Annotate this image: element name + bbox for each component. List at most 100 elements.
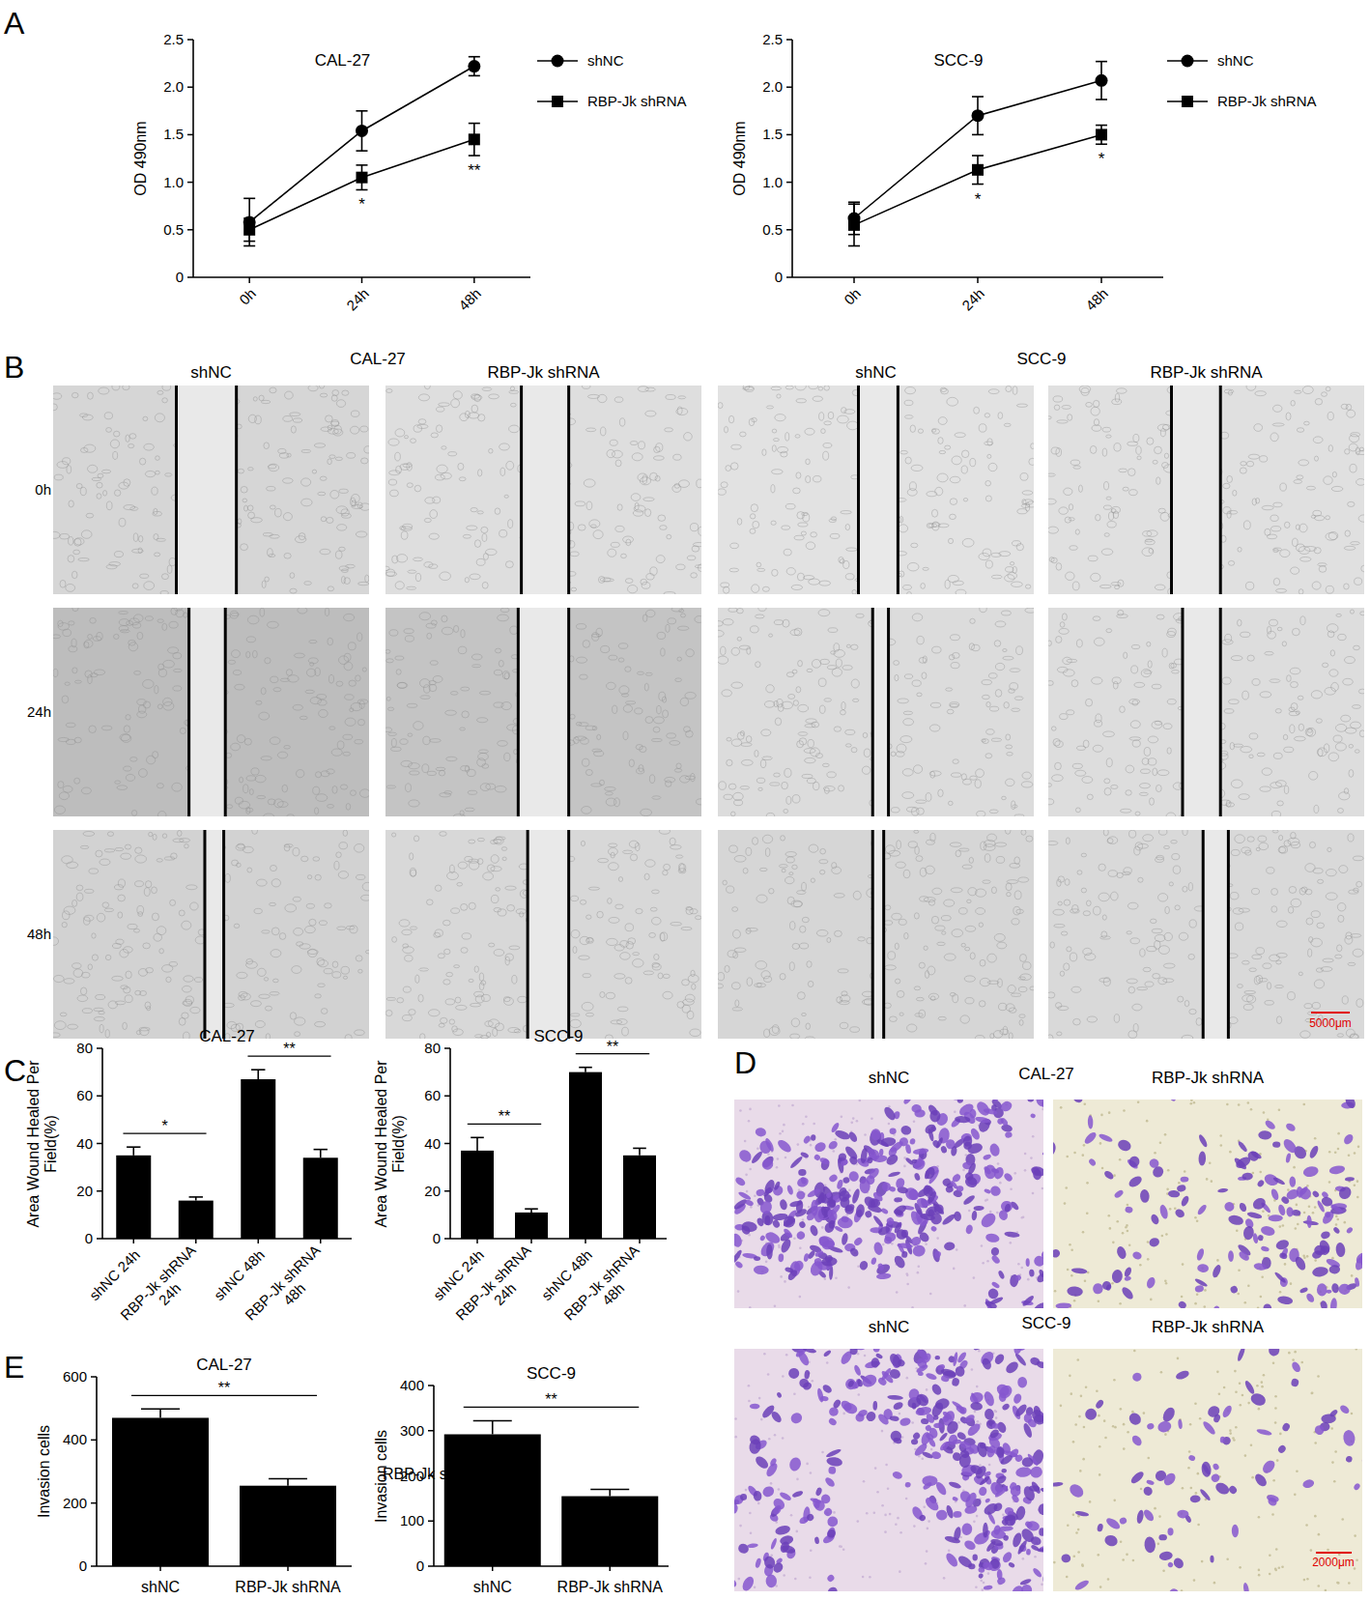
cell-texture [982,548,992,557]
cell-texture [680,775,690,783]
cell-texture [890,751,896,757]
cell-texture [638,441,646,450]
cell-texture [662,710,669,718]
wound-image [53,829,370,1039]
cell-texture [320,1008,328,1015]
cell-texture [343,653,351,661]
cell-texture [947,800,953,805]
cell-texture [828,518,836,523]
cell-texture [646,573,655,580]
cell-texture [459,810,464,816]
cell-texture [385,649,391,654]
cell-texture [386,997,397,1000]
cell-texture [995,689,1002,698]
cell-texture [91,933,96,939]
cell-texture [395,656,404,660]
cell-texture [409,926,417,930]
marker [243,224,256,236]
cell-texture [1009,668,1021,673]
cell-texture [59,579,66,588]
cell-texture [357,718,365,725]
cell-texture [614,397,624,403]
cell-texture [268,463,280,472]
cell-texture [386,696,391,701]
cell-texture [88,725,97,734]
cell-texture [272,978,279,983]
cell-texture [407,733,413,737]
cell-texture [76,884,84,891]
cell-texture [449,1019,456,1025]
cell-texture [622,1027,629,1036]
cell-texture [66,861,79,869]
cell-texture [305,689,315,694]
cell-texture [122,946,133,953]
cell-texture [904,415,914,420]
cell-texture [479,982,485,991]
cell-texture [342,751,351,756]
bar [569,1072,602,1239]
cell-texture [627,938,636,945]
cell-texture [318,709,329,717]
wound-edge [224,607,228,817]
cell-texture [845,743,852,747]
cell-texture [916,635,924,644]
cell-texture [994,640,1001,647]
cell-texture [838,556,844,563]
cell-texture [67,1024,79,1029]
error-bar [189,1197,203,1201]
cell-texture [142,701,150,709]
cell-texture [920,583,926,590]
cell-texture [103,490,108,497]
cell-texture [608,655,618,660]
cell-texture [246,807,254,812]
wound-image [717,829,1034,1039]
cell-texture [730,811,736,817]
cell-texture [754,749,759,757]
cell-texture [653,726,660,733]
cell-texture [290,426,296,433]
error-stem [319,1149,322,1159]
cell-texture [172,653,182,659]
cell-texture [68,621,75,626]
cell-texture [261,930,271,934]
cell-texture [1017,509,1028,514]
cell-texture [504,494,509,498]
cell-texture [827,665,836,670]
cell-texture [795,385,806,391]
cell-texture [96,482,103,488]
cell-texture [63,906,76,914]
cell-texture [905,387,916,395]
error-cap [971,134,984,137]
cell-texture [412,557,423,562]
cell-texture [823,443,832,449]
cell-texture [229,610,238,619]
cell-texture [348,680,357,686]
cell-texture [395,428,405,437]
marker [356,171,369,184]
cell-texture [764,701,774,709]
cell-texture [82,414,93,421]
cell-texture [61,695,69,704]
cell-texture [905,456,912,464]
cell-texture [314,874,321,881]
cell-texture [698,526,702,536]
cell-texture [847,421,859,430]
cell-texture [135,881,144,887]
cell-texture [80,845,89,849]
cell-texture [989,809,999,814]
cell-texture [773,772,781,777]
cell-texture [117,894,126,902]
cell-texture [332,785,338,794]
cell-texture [144,881,151,888]
error-cap [1095,124,1108,127]
wound-image [717,385,1034,595]
cell-texture [323,968,333,973]
cell-texture [810,532,818,538]
cell-texture [649,774,655,784]
cell-texture [818,386,824,391]
cell-texture [123,986,131,994]
cell-texture [1011,800,1016,810]
cell-texture [342,829,348,836]
cell-texture [963,498,968,502]
cell-texture [630,493,641,502]
